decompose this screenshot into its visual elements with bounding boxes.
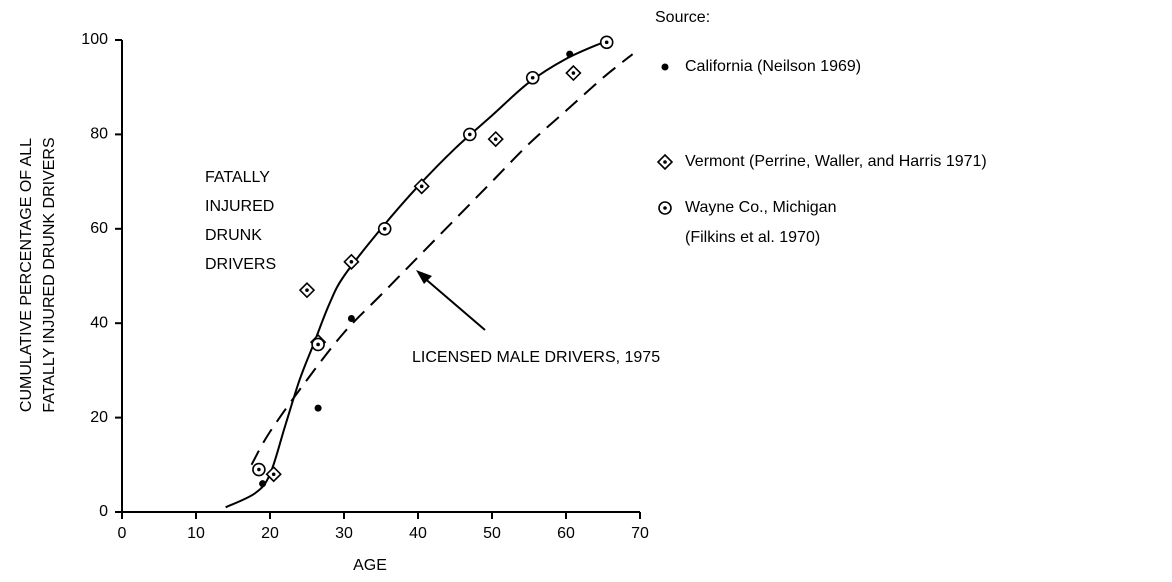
legend-title: Source: [655,9,710,26]
marker-part [257,467,261,472]
y-axis-label: CUMULATIVE PERCENTAGE OF ALL [18,138,35,412]
x-tick-label: 60 [557,525,575,542]
y-tick-label: 100 [81,31,108,48]
arrow-head [416,270,432,284]
x-tick-label: 10 [187,525,205,542]
x-tick-label: 40 [409,525,427,542]
arrow [421,275,486,331]
marker-part [419,184,424,189]
data-point [265,466,282,483]
marker-part [271,472,276,477]
legend-label: California (Neilson 1969) [685,58,861,75]
data-point [565,64,582,82]
data-point [599,35,614,50]
marker-part [530,75,535,80]
legend-label: (Filkins et al. 1970) [685,229,820,246]
curve-label: DRUNK [205,227,262,244]
data-point [252,462,266,477]
curve-label: FATALLY [205,169,270,186]
y-tick-label: 20 [90,409,108,426]
legend-marker [661,63,669,71]
data-point [298,282,316,299]
curve [250,53,634,466]
marker-part [493,137,498,141]
y-axis-label: FATALLY INJURED DRUNK DRIVERS [41,137,58,412]
marker-part [663,206,667,210]
x-tick-label: 0 [118,525,127,542]
y-tick-label: 0 [99,503,108,520]
data-point [343,253,360,270]
data-point [566,50,574,58]
curve-label: LICENSED MALE DRIVERS, 1975 [412,349,660,366]
marker-part [305,288,309,292]
y-tick-label: 60 [90,220,108,237]
legend-label: Vermont (Perrine, Waller, and Harris 197… [685,153,987,170]
marker-part [571,71,576,75]
data-point [462,127,477,142]
curve-label: DRIVERS [205,256,276,273]
x-tick-label: 20 [261,525,279,542]
marker-part [382,227,387,231]
marker-part [316,342,320,347]
legend-label: Wayne Co., Michigan [685,199,836,216]
curve [225,41,604,509]
data-point [347,314,355,322]
data-point [259,480,267,488]
marker-part [604,40,609,45]
legend-marker [658,201,672,215]
data-point [413,178,430,195]
x-axis-label: AGE [353,557,387,574]
x-tick-label: 30 [335,525,353,542]
y-tick-label: 80 [90,126,108,143]
data-point [377,222,392,236]
x-tick-label: 50 [483,525,501,542]
data-point [314,404,322,412]
x-tick-label: 70 [631,525,649,542]
y-tick-label: 40 [90,314,108,331]
curve-label: INJURED [205,198,274,215]
data-point [311,337,325,352]
marker-part [663,160,667,164]
marker-part [349,260,354,264]
marker-part [468,132,472,137]
legend-marker [656,153,674,171]
data-point [525,70,540,85]
data-point [487,130,504,148]
